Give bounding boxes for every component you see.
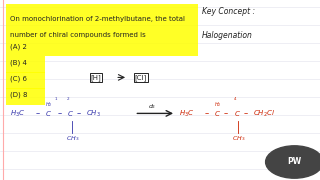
Text: –: – — [205, 109, 209, 118]
FancyBboxPatch shape — [6, 4, 198, 56]
Text: –: – — [35, 109, 39, 118]
Text: $CH_3$: $CH_3$ — [66, 134, 79, 143]
Text: $C$: $C$ — [67, 109, 74, 118]
Text: $CH_2Cl$: $CH_2Cl$ — [253, 108, 275, 118]
Text: (C) 6: (C) 6 — [10, 76, 27, 82]
Text: [Cl]: [Cl] — [135, 74, 147, 81]
Text: $H_2$: $H_2$ — [214, 100, 222, 109]
Text: (A) 2: (A) 2 — [10, 43, 27, 50]
Text: –: – — [77, 109, 81, 118]
Text: $CH_3$: $CH_3$ — [232, 134, 245, 143]
Text: Key Concept :: Key Concept : — [202, 7, 255, 16]
Text: Halogenation: Halogenation — [202, 31, 252, 40]
FancyBboxPatch shape — [6, 56, 45, 73]
FancyBboxPatch shape — [6, 72, 45, 89]
Text: $CH_3$: $CH_3$ — [86, 108, 101, 118]
Text: 2: 2 — [67, 97, 70, 101]
Text: $C$: $C$ — [214, 109, 221, 118]
Text: $H_2$: $H_2$ — [45, 100, 52, 109]
Text: $H_3C$: $H_3C$ — [179, 108, 195, 118]
Text: (B) 4: (B) 4 — [10, 59, 27, 66]
FancyBboxPatch shape — [6, 88, 45, 105]
Text: (D) 8: (D) 8 — [10, 92, 27, 98]
Text: –: – — [224, 109, 228, 118]
Text: $C$: $C$ — [234, 109, 240, 118]
Text: –: – — [58, 109, 62, 118]
Text: 4: 4 — [234, 97, 236, 101]
Text: number of chiral compounds formed is: number of chiral compounds formed is — [10, 32, 145, 38]
Circle shape — [266, 146, 320, 178]
Text: $C$: $C$ — [45, 109, 52, 118]
Text: $H_3C$: $H_3C$ — [10, 108, 25, 118]
Text: 1: 1 — [54, 97, 57, 101]
Text: –: – — [243, 109, 247, 118]
Text: [H]: [H] — [91, 74, 101, 81]
Text: On monochlorination of 2-methylbutane, the total: On monochlorination of 2-methylbutane, t… — [10, 16, 185, 22]
Text: $d_2$: $d_2$ — [148, 102, 156, 111]
Text: PW: PW — [287, 158, 301, 166]
